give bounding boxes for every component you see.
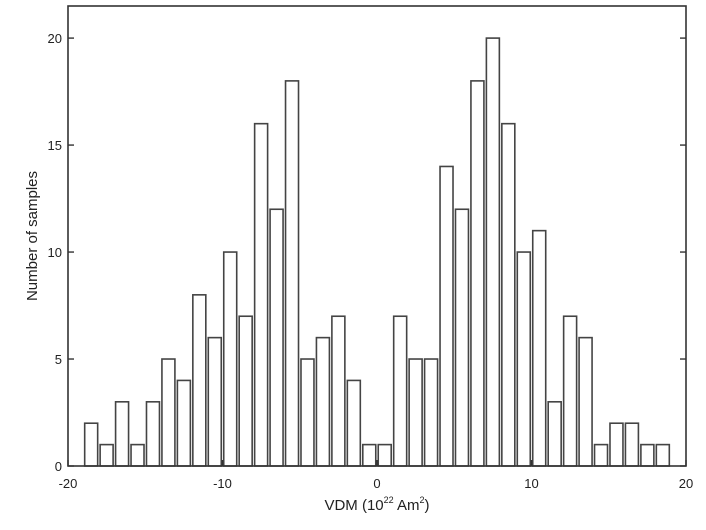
histogram-bar: [253, 122, 269, 467]
histogram-bar: [315, 336, 331, 467]
y-tick-label: 20: [48, 31, 62, 46]
y-tick-label: 15: [48, 138, 62, 153]
histogram-bar: [207, 336, 223, 467]
histogram-bar: [361, 443, 377, 467]
histogram-bar: [161, 358, 176, 467]
histogram-bar: [485, 37, 501, 467]
histogram-bar: [470, 80, 485, 467]
histogram-bar: [392, 315, 408, 467]
histogram-bar: [516, 251, 532, 467]
histogram-bar: [346, 379, 362, 467]
histogram-bar: [640, 443, 655, 467]
histogram-bar: [562, 315, 578, 467]
histogram-bar: [176, 379, 192, 467]
histogram-bar: [609, 422, 624, 467]
histogram-bar: [222, 251, 238, 467]
histogram-bar: [408, 358, 423, 467]
histogram-bar: [300, 358, 315, 467]
histogram-bar: [192, 294, 207, 467]
x-axis-title-main: VDM (10: [324, 497, 383, 514]
histogram-bar: [377, 443, 393, 467]
x-tick-label: 10: [524, 476, 538, 491]
histogram-bar: [531, 229, 547, 467]
histogram-bar: [423, 358, 439, 467]
histogram-bar: [83, 422, 99, 467]
histogram-bar: [145, 401, 161, 467]
plot-frame: [67, 5, 687, 467]
histogram-bar: [578, 336, 593, 467]
x-axis-title-unit: Am: [394, 497, 420, 514]
y-tick-label: 5: [55, 352, 62, 367]
y-tick-label: 10: [48, 245, 62, 260]
histogram-bar: [99, 443, 114, 467]
histogram-bar: [130, 443, 145, 467]
histogram-bar: [331, 315, 346, 467]
histogram-bar: [547, 401, 562, 467]
histogram-bar: [624, 422, 640, 467]
x-tick-label: 0: [373, 476, 380, 491]
histogram-bar: [439, 165, 454, 467]
x-axis-title: VDM (1022 Am2): [324, 495, 429, 514]
histogram-bar: [114, 401, 130, 467]
y-tick-label: 0: [55, 459, 62, 474]
x-tick-label: -20: [59, 476, 78, 491]
histogram-bar: [238, 315, 253, 467]
x-axis-title-exponent-2: 2: [420, 495, 425, 505]
histogram-bar: [593, 443, 609, 467]
bars-group: [83, 37, 671, 467]
histogram-bar: [501, 122, 516, 467]
x-axis: -20 -10 0 10 20: [59, 460, 693, 491]
histogram-bar: [269, 208, 284, 467]
x-tick-label: 20: [679, 476, 693, 491]
histogram-bar: [454, 208, 470, 467]
y-axis-title: Number of samples: [24, 171, 41, 301]
x-tick-label: -10: [213, 476, 232, 491]
histogram-bar: [284, 80, 300, 467]
x-axis-title-exponent-1: 22: [384, 495, 394, 505]
x-axis-title-close: ): [425, 497, 430, 514]
histogram-bar: [655, 443, 671, 467]
y-axis: 0 5 10 15 20: [48, 31, 686, 474]
